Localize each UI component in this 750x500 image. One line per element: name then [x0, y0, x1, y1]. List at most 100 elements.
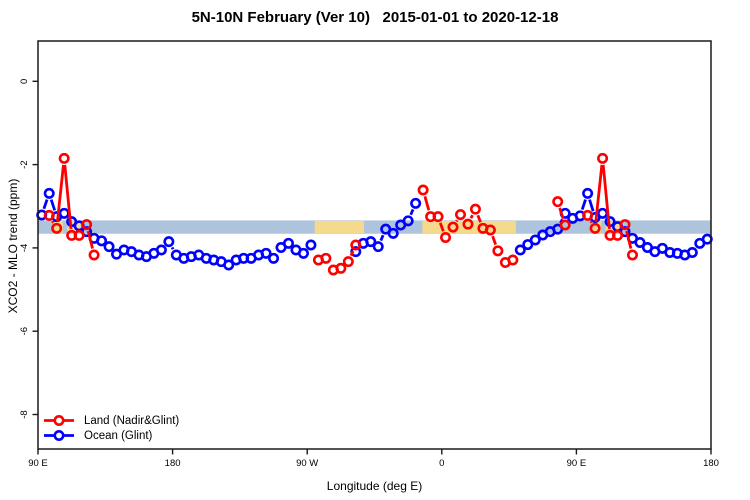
series-line [455, 219, 459, 223]
chart-title: 5N-10N February (Ver 10) 2015-01-01 to 2… [191, 9, 559, 26]
x-tick-label: 0 [439, 458, 444, 469]
x-tick-label: 180 [703, 458, 719, 469]
y-tick-label: -6 [19, 327, 30, 335]
data-point [96, 235, 108, 247]
data-point [432, 211, 444, 223]
data-point [58, 152, 70, 164]
data-point [81, 219, 93, 231]
series-line [349, 250, 355, 257]
series-line [63, 164, 73, 229]
series-line [580, 199, 587, 211]
data-point [559, 219, 571, 231]
y-tick-label: -8 [19, 410, 30, 418]
data-point [51, 222, 63, 234]
y-tick-label: -2 [19, 160, 30, 168]
x-tick-label: 180 [165, 458, 181, 469]
series-ocean [36, 187, 713, 271]
series-line [379, 234, 385, 242]
series-line [86, 230, 94, 249]
x-tick-label: 90 W [296, 458, 318, 469]
data-point [484, 224, 496, 236]
data-point [320, 252, 332, 264]
series-line [469, 214, 474, 219]
series-line [491, 235, 497, 246]
data-point [522, 239, 534, 251]
data-point [58, 207, 70, 219]
x-tick-label: 90 E [567, 458, 587, 469]
series-line [625, 230, 633, 249]
series-line [51, 220, 55, 224]
y-tick-label: 0 [19, 79, 30, 84]
series-line [438, 222, 445, 232]
data-point [163, 236, 175, 248]
y-axis-label: XCO2 - MLO trend (ppm) [6, 178, 20, 314]
data-point [297, 247, 309, 259]
data-point [462, 218, 474, 230]
series-line [42, 199, 49, 210]
legend-item-ocean: Ocean (Glint) [42, 428, 179, 443]
legend-swatch-ocean-icon [44, 430, 74, 441]
data-point [342, 256, 354, 268]
data-point [686, 246, 698, 258]
data-point [447, 221, 459, 233]
x-tick-label: 90 E [28, 458, 48, 469]
series-line [409, 208, 415, 216]
data-point [223, 259, 235, 271]
land-segment [314, 220, 365, 234]
data-point [597, 207, 609, 219]
data-point [43, 187, 55, 199]
data-point [417, 184, 429, 196]
series-line [423, 195, 431, 211]
data-point [469, 203, 481, 215]
data-point [402, 215, 414, 227]
data-point [103, 241, 115, 253]
data-point [335, 262, 347, 274]
data-point [387, 227, 399, 239]
x-axis: 90 E 180 90 W 0 90 E 180 [28, 449, 719, 469]
series-line [56, 164, 65, 222]
data-point [43, 209, 55, 221]
legend-label-land: Land (Nadir&Glint) [84, 414, 180, 427]
data-point [582, 187, 594, 199]
data-point [372, 241, 384, 253]
series-land [43, 152, 638, 276]
data-point [283, 237, 295, 249]
series-line [49, 199, 57, 211]
data-point [155, 244, 167, 256]
data-point [305, 239, 317, 251]
data-point [454, 209, 466, 221]
data-point [514, 244, 526, 256]
data-point [619, 219, 631, 231]
legend-label-ocean: Ocean (Glint) [84, 429, 153, 442]
series-line [601, 164, 611, 229]
data-point [552, 196, 564, 208]
data-point [634, 236, 646, 248]
y-axis: 0 -2 -4 -6 -8 [19, 79, 38, 419]
data-point [597, 152, 609, 164]
series-line [588, 199, 595, 212]
series-line [594, 164, 604, 222]
legend: Land (Nadir&Glint) Ocean (Glint) [42, 413, 179, 443]
data-point [701, 233, 713, 245]
data-point [612, 229, 624, 241]
data-point [582, 209, 594, 221]
data-point [626, 249, 638, 261]
data-point [260, 247, 272, 259]
series-line [170, 246, 175, 250]
x-axis-label: Longitude (deg E) [326, 479, 423, 493]
data-point [589, 222, 601, 234]
data-point [440, 231, 452, 243]
legend-item-land: Land (Nadir&Glint) [42, 413, 179, 428]
data-point [365, 236, 377, 248]
series-line [558, 207, 565, 220]
land-segment [592, 220, 602, 234]
data-point [268, 252, 280, 264]
data-point [88, 249, 100, 261]
data-point [529, 234, 541, 246]
data-point [350, 239, 362, 251]
land-segment [53, 220, 63, 234]
legend-swatch-land-icon [44, 415, 74, 426]
data-point [73, 229, 85, 241]
